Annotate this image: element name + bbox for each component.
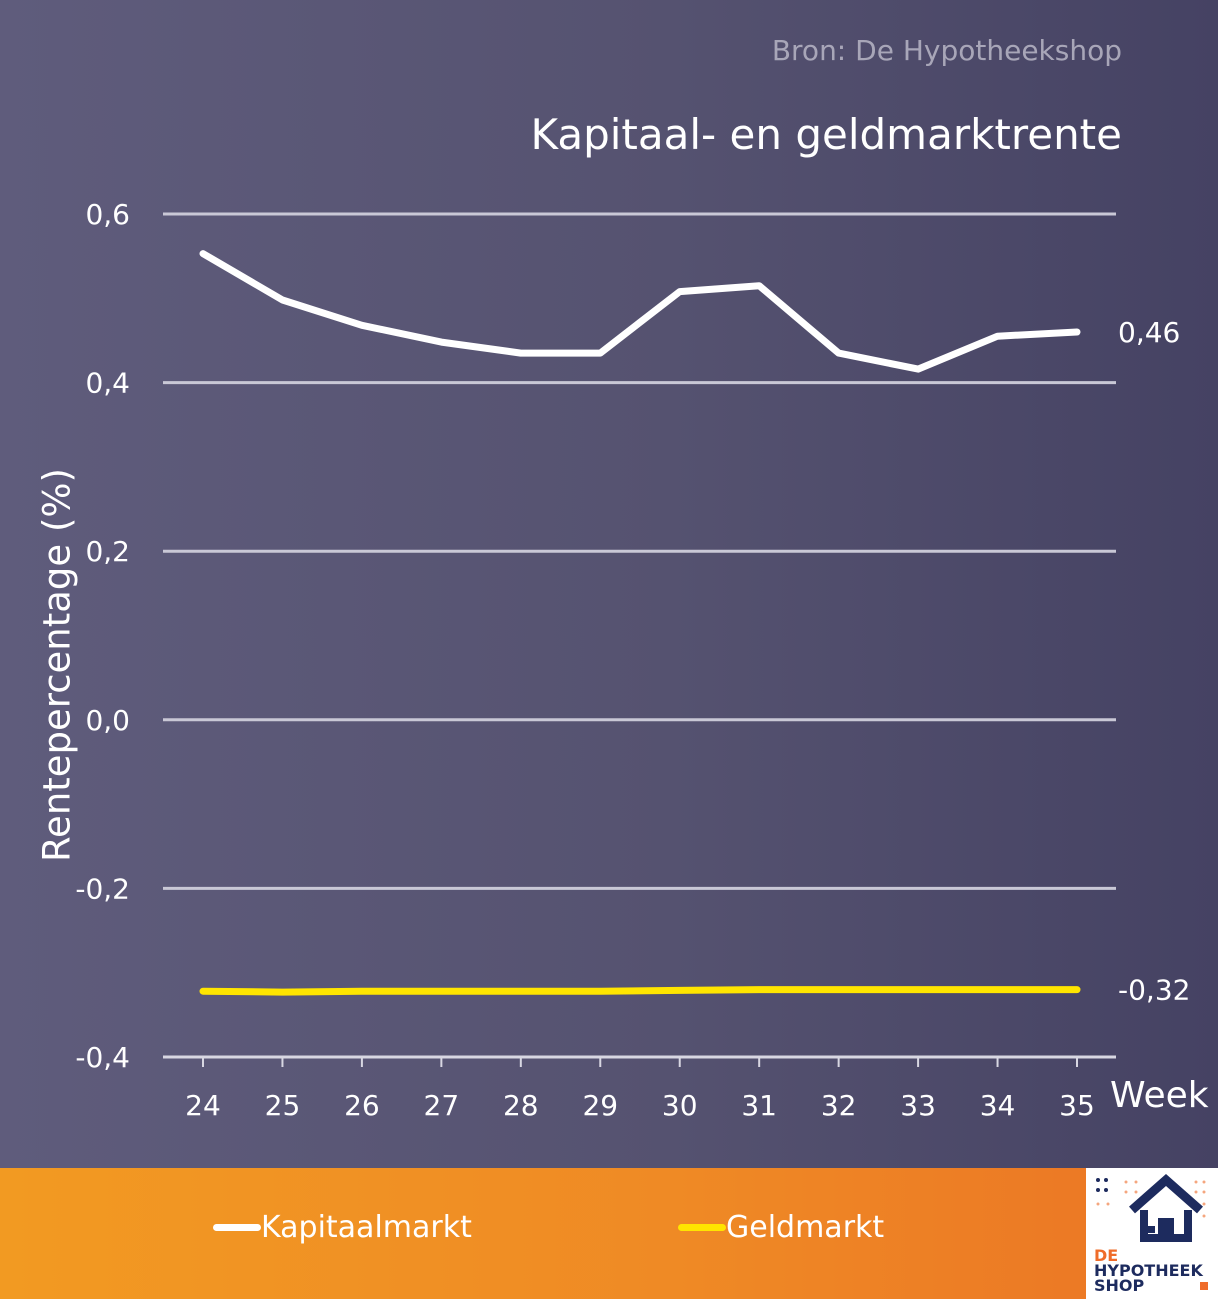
end-value-label-kapitaalmarkt: 0,46: [1118, 316, 1180, 349]
y-tick-label: 0,2: [85, 535, 130, 568]
x-tick-label: 30: [662, 1089, 698, 1122]
chart-title: Kapitaal- en geldmarktrente: [530, 110, 1122, 159]
x-tick-label: 35: [1059, 1089, 1095, 1122]
logo-text-hypotheek: HYPOTHEEK: [1094, 1261, 1203, 1280]
series-line-geldmarkt: [199, 986, 1081, 996]
x-tick-label: 32: [821, 1089, 857, 1122]
legend-item-geldmarkt: Geldmarkt: [678, 1210, 884, 1245]
logo-text-de: DE: [1094, 1246, 1119, 1265]
x-tick-label: 29: [582, 1089, 618, 1122]
source-note: Bron: De Hypotheekshop: [771, 34, 1122, 67]
brand-logo: DE HYPOTHEEK SHOP: [1086, 1168, 1218, 1299]
legend-label-kapitaalmarkt: Kapitaalmarkt: [261, 1210, 472, 1245]
dot-pattern: [1096, 1178, 1206, 1218]
x-tick-label: 26: [344, 1089, 380, 1122]
x-tick-label: 34: [980, 1089, 1016, 1122]
x-tick-label: 31: [741, 1089, 777, 1122]
x-tick-label: 28: [503, 1089, 539, 1122]
y-tick-label: -0,4: [75, 1041, 130, 1074]
series-line-kapitaalmarkt: [199, 250, 1081, 373]
x-tick-label: 24: [185, 1089, 221, 1122]
logo-text-shop: SHOP: [1094, 1276, 1145, 1295]
legend-swatch-geldmarkt: [678, 1224, 726, 1231]
line-chart: 0,6 0,4 0,2 0,0 -0,2 -0,4 24 25 26 27 28 29 30 31 32 33…: [75, 198, 1209, 1122]
y-tick-label: 0,4: [85, 367, 130, 400]
house-icon: [1129, 1174, 1203, 1242]
legend-swatch-kapitaalmarkt: [213, 1224, 261, 1231]
x-tick-label: 27: [424, 1089, 460, 1122]
chart-panel: 0,6 0,4 0,2 0,0 -0,2 -0,4 24 25 26 27 28 29 30 31 32 33…: [0, 0, 1218, 1168]
end-value-label-geldmarkt: -0,32: [1118, 974, 1190, 1007]
legend-label-geldmarkt: Geldmarkt: [726, 1210, 885, 1245]
y-tick-label: 0,0: [85, 704, 130, 737]
legend-item-kapitaalmarkt: Kapitaalmarkt: [213, 1210, 472, 1245]
y-tick-label: -0,2: [75, 872, 130, 905]
legend: Kapitaalmarkt Geldmarkt: [0, 1168, 1218, 1299]
logo-accent-square: [1200, 1282, 1208, 1290]
y-tick-label: 0,6: [85, 198, 130, 231]
x-tick-label: 33: [900, 1089, 936, 1122]
x-axis-title: Week: [1110, 1075, 1209, 1116]
y-axis-title: Rentepercentage (%): [35, 468, 79, 862]
x-tick-label: 25: [265, 1089, 301, 1122]
